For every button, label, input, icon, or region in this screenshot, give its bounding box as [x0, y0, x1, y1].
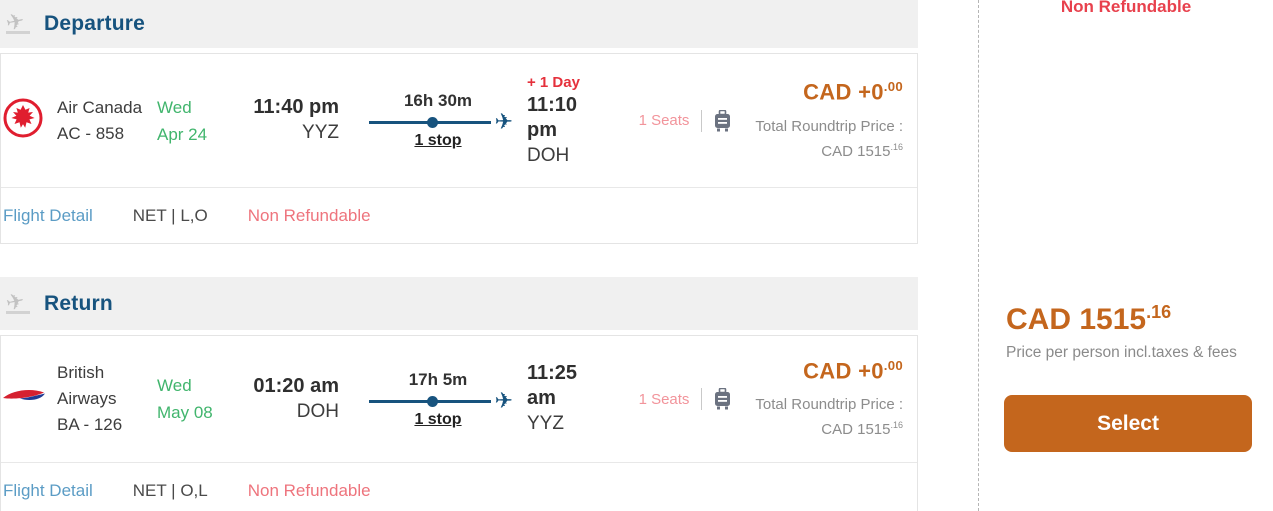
airline-name-block: Air Canada AC - 858	[57, 95, 157, 147]
flight-detail-link[interactable]: Flight Detail	[3, 205, 93, 225]
refundability-label: Non Refundable	[247, 480, 371, 500]
airline-name-block: British Airways BA - 126	[57, 360, 157, 438]
flight-duration: 17h 5m	[408, 369, 468, 389]
stop-dot-icon	[427, 395, 438, 407]
flight-detail-link[interactable]: Flight Detail	[3, 480, 93, 500]
return-day: Wed	[157, 376, 192, 395]
summary-price-block: CAD 1515.16 Price per person incl.taxes …	[1006, 295, 1237, 362]
seats-count: 1 Seats	[638, 112, 690, 129]
return-time-block: 01:20 am DOH	[221, 374, 339, 425]
arrival-time: 11:10	[527, 93, 578, 116]
total-price-value: CAD 1515.16	[821, 141, 903, 160]
departure-day: Wed	[157, 97, 192, 117]
departure-airport: DOH	[296, 400, 339, 422]
british-airways-logo-icon	[3, 385, 49, 414]
price-block: CAD +0.00 Total Roundtrip Price : CAD 15…	[751, 358, 917, 440]
arrival-meridiem: pm	[527, 118, 557, 141]
fare-basis: NET | L,O	[132, 205, 208, 225]
arrival-airport: DOH	[527, 144, 570, 166]
flight-number: AC - 858	[57, 123, 125, 143]
return-flight-row: British Airways BA - 126 Wed May 08 01:2…	[1, 336, 917, 462]
luggage-icon	[715, 388, 731, 410]
return-section-title: Return	[44, 291, 113, 315]
refundability-label: Non Refundable	[247, 205, 371, 225]
total-price-label: Total Roundtrip Price :	[755, 396, 903, 414]
arrival-block: + 1 Day 11:10 pm DOH	[527, 73, 605, 169]
fare-basis: NET | O,L	[132, 480, 208, 500]
fare-summary-panel: Non Refundable CAD 1515.16 Price per per…	[978, 0, 1273, 511]
departure-airport: YYZ	[302, 122, 339, 143]
departure-time: 01:20 am	[253, 374, 339, 397]
arrival-block: 11:25 am YYZ	[527, 361, 605, 437]
total-price-value: CAD 1515.16	[821, 420, 903, 439]
arrival-airport: YYZ	[527, 413, 564, 434]
summary-refundability-label: Non Refundable	[1060, 0, 1192, 16]
flight-duration: 16h 30m	[403, 91, 473, 110]
seats-count: 1 Seats	[638, 390, 690, 408]
departure-section-header: ✈ Departure	[0, 0, 918, 48]
stops-link[interactable]: 1 stop	[414, 132, 462, 149]
divider	[701, 109, 703, 132]
seats-block: 1 Seats	[619, 388, 751, 410]
return-date-block: Wed May 08	[157, 372, 221, 426]
per-person-note: Price per person incl.taxes & fees	[1006, 344, 1237, 361]
airline-name: British Airways	[57, 363, 117, 408]
flight-path-graphic: ✈	[369, 109, 513, 134]
flight-number: BA - 126	[57, 415, 123, 434]
air-canada-logo-icon	[3, 97, 49, 144]
return-flight-card: British Airways BA - 126 Wed May 08 01:2…	[0, 335, 918, 511]
stop-dot-icon	[427, 117, 438, 128]
departure-time-block: 11:40 pm YYZ	[221, 95, 339, 146]
price-delta: CAD +0.00	[803, 357, 903, 384]
arrival-time: 11:25	[527, 362, 578, 384]
flight-path-block: 17h 5m ✈ 1 stop	[363, 370, 513, 429]
departure-section-title: Departure	[44, 12, 145, 35]
flight-path-graphic: ✈	[369, 388, 513, 413]
price-block: CAD +0.00 Total Roundtrip Price : CAD 15…	[751, 79, 917, 161]
return-date: May 08	[157, 403, 213, 422]
departure-time: 11:40 pm	[253, 96, 339, 118]
divider	[701, 388, 703, 410]
seats-block: 1 Seats	[619, 109, 751, 132]
total-price-label: Total Roundtrip Price :	[755, 117, 903, 135]
return-plane-icon: ✈	[4, 287, 36, 315]
flight-path-block: 16h 30m ✈ 1 stop	[363, 91, 513, 150]
departure-detail-row: Flight Detail NET | L,O Non Refundable	[1, 187, 917, 243]
plus-day-badge: + 1 Day	[527, 73, 580, 91]
select-button[interactable]: Select	[1004, 395, 1252, 452]
departure-plane-icon: ✈	[4, 8, 36, 36]
luggage-icon	[715, 109, 731, 131]
arrival-meridiem: am	[527, 387, 556, 409]
departure-date: Apr 24	[157, 124, 208, 144]
summary-total-price: CAD 1515.16	[1006, 302, 1172, 336]
airline-name: Air Canada	[57, 97, 143, 117]
departure-date-block: Wed Apr 24	[157, 94, 221, 148]
return-detail-row: Flight Detail NET | O,L Non Refundable	[1, 462, 917, 511]
flight-path-plane-icon: ✈	[494, 387, 513, 413]
departure-flight-card: Air Canada AC - 858 Wed Apr 24 11:40 pm …	[0, 53, 918, 244]
flight-path-plane-icon: ✈	[494, 109, 513, 134]
itinerary-column: ✈ Departure Air Canada AC - 858 Wed	[0, 0, 918, 511]
departure-flight-row: Air Canada AC - 858 Wed Apr 24 11:40 pm …	[1, 54, 917, 187]
price-delta: CAD +0.00	[803, 79, 903, 105]
return-section-header: ✈ Return	[0, 277, 918, 330]
stops-link[interactable]: 1 stop	[414, 410, 462, 428]
